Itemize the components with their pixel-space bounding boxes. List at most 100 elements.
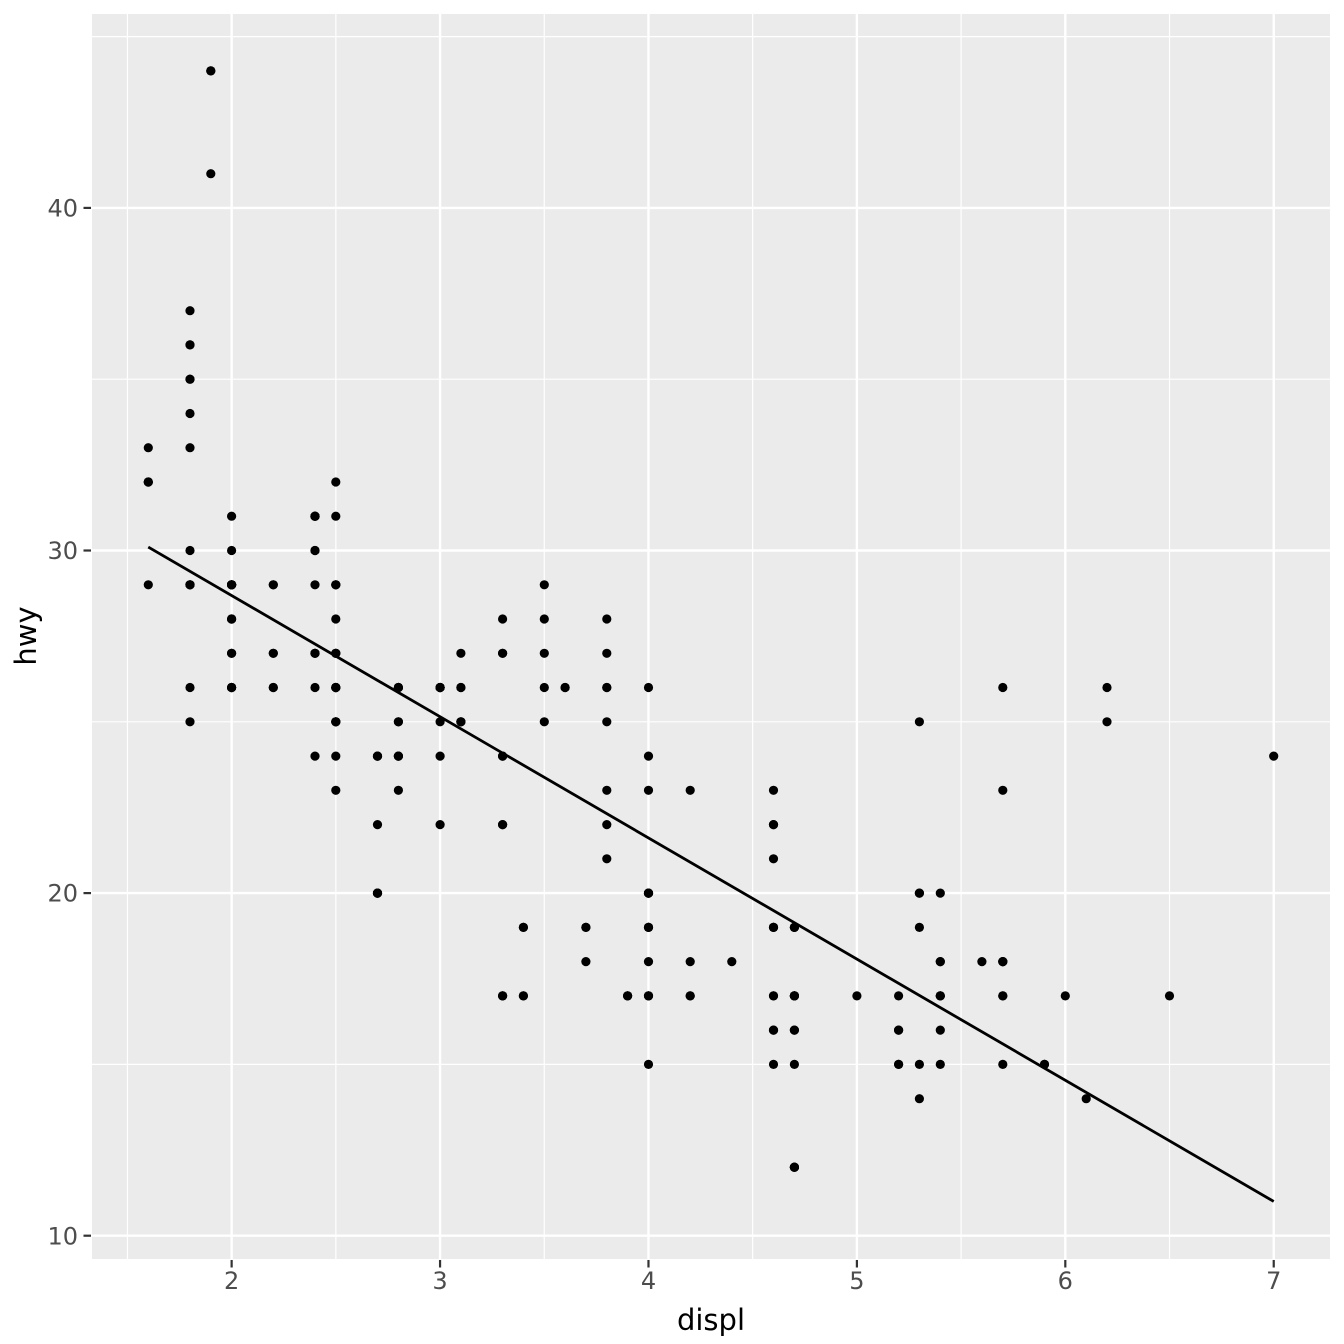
data-point bbox=[768, 1025, 779, 1035]
data-point bbox=[643, 785, 654, 795]
data-point bbox=[581, 922, 591, 933]
data-point bbox=[185, 682, 195, 693]
data-point bbox=[852, 991, 862, 1001]
x-tick-label: 7 bbox=[1266, 1267, 1281, 1295]
data-point bbox=[518, 991, 529, 1001]
data-point bbox=[331, 785, 341, 795]
y-axis-title: hwy bbox=[9, 606, 43, 665]
data-point bbox=[456, 682, 466, 693]
data-point bbox=[268, 580, 278, 590]
data-point bbox=[498, 614, 508, 624]
data-point bbox=[206, 169, 216, 179]
data-point bbox=[602, 785, 612, 795]
data-point bbox=[998, 785, 1008, 795]
data-point bbox=[789, 991, 800, 1001]
data-point bbox=[1060, 991, 1070, 1001]
data-point bbox=[643, 1059, 654, 1069]
data-point bbox=[935, 1025, 945, 1035]
data-point bbox=[1269, 751, 1279, 761]
data-point bbox=[602, 648, 612, 658]
data-point bbox=[227, 580, 237, 590]
data-point bbox=[1081, 1094, 1091, 1104]
data-point bbox=[310, 682, 320, 693]
data-point bbox=[372, 820, 383, 830]
data-point bbox=[935, 957, 945, 967]
data-point bbox=[894, 1059, 904, 1069]
x-tick-label: 3 bbox=[432, 1267, 447, 1295]
data-point bbox=[1102, 682, 1112, 693]
data-point bbox=[727, 957, 737, 967]
data-point bbox=[268, 682, 278, 693]
y-tick-label: 10 bbox=[47, 1222, 78, 1250]
data-point bbox=[602, 717, 612, 727]
data-point bbox=[185, 306, 195, 316]
data-point bbox=[185, 545, 195, 556]
data-point bbox=[498, 991, 508, 1001]
data-point bbox=[435, 820, 445, 830]
data-point bbox=[185, 717, 195, 727]
data-point bbox=[998, 991, 1008, 1001]
data-point bbox=[914, 1059, 925, 1069]
data-point bbox=[768, 820, 779, 830]
plot-panel bbox=[92, 14, 1330, 1259]
data-point bbox=[685, 785, 695, 795]
data-point bbox=[268, 648, 278, 658]
data-point bbox=[331, 511, 341, 521]
data-point bbox=[685, 991, 695, 1001]
data-point bbox=[331, 682, 341, 693]
data-point bbox=[143, 580, 153, 590]
data-point bbox=[935, 888, 945, 898]
data-point bbox=[435, 682, 445, 693]
data-point bbox=[602, 820, 612, 830]
data-point bbox=[331, 751, 341, 761]
data-point bbox=[435, 751, 445, 761]
data-point bbox=[1164, 991, 1175, 1001]
data-point bbox=[789, 1162, 800, 1172]
x-tick-label: 5 bbox=[849, 1267, 864, 1295]
y-tick-label: 30 bbox=[47, 537, 78, 565]
axis-tick-marks bbox=[83, 206, 1275, 1268]
data-point bbox=[914, 1094, 925, 1104]
data-point bbox=[143, 477, 153, 487]
data-point bbox=[539, 717, 549, 727]
trend-line bbox=[147, 545, 1275, 1203]
data-point bbox=[602, 614, 612, 624]
data-point bbox=[518, 922, 529, 933]
data-point bbox=[1102, 717, 1112, 727]
data-point bbox=[227, 648, 237, 658]
data-point bbox=[643, 682, 654, 693]
data-point bbox=[789, 1059, 800, 1069]
data-point bbox=[998, 1059, 1008, 1069]
data-point bbox=[227, 511, 237, 521]
data-point bbox=[185, 580, 195, 590]
data-point bbox=[331, 614, 341, 624]
data-point bbox=[768, 1059, 779, 1069]
data-point bbox=[539, 682, 549, 693]
data-point bbox=[894, 991, 904, 1001]
data-point bbox=[372, 751, 383, 761]
x-axis-title: displ bbox=[677, 1303, 745, 1337]
data-point bbox=[560, 682, 570, 693]
minor-gridlines bbox=[92, 14, 1330, 1259]
data-point bbox=[977, 957, 987, 967]
data-point bbox=[310, 648, 320, 658]
data-point bbox=[998, 682, 1008, 693]
data-point bbox=[310, 545, 320, 556]
data-point bbox=[227, 545, 237, 556]
data-point bbox=[539, 648, 549, 658]
data-point bbox=[498, 648, 508, 658]
data-point bbox=[539, 614, 549, 624]
data-point bbox=[894, 1025, 904, 1035]
data-point bbox=[227, 614, 237, 624]
data-point bbox=[581, 957, 591, 967]
data-point bbox=[372, 888, 383, 898]
data-point bbox=[914, 922, 925, 933]
data-point bbox=[310, 751, 320, 761]
data-point bbox=[768, 854, 779, 864]
data-point bbox=[310, 511, 320, 521]
data-point bbox=[227, 682, 237, 693]
data-point bbox=[331, 717, 341, 727]
data-point bbox=[498, 820, 508, 830]
data-point bbox=[643, 991, 654, 1001]
